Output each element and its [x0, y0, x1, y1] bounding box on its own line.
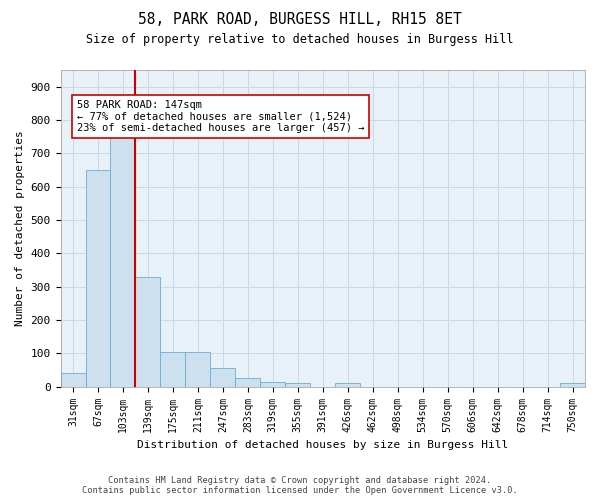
- Bar: [61, 374, 86, 386]
- X-axis label: Distribution of detached houses by size in Burgess Hill: Distribution of detached houses by size …: [137, 440, 508, 450]
- Text: Size of property relative to detached houses in Burgess Hill: Size of property relative to detached ho…: [86, 32, 514, 46]
- Bar: [286, 384, 310, 386]
- Bar: [86, 170, 110, 386]
- Text: Contains HM Land Registry data © Crown copyright and database right 2024.
Contai: Contains HM Land Registry data © Crown c…: [82, 476, 518, 495]
- Bar: [110, 134, 136, 386]
- Bar: [560, 384, 585, 386]
- Text: 58, PARK ROAD, BURGESS HILL, RH15 8ET: 58, PARK ROAD, BURGESS HILL, RH15 8ET: [138, 12, 462, 28]
- Bar: [211, 368, 235, 386]
- Bar: [136, 276, 160, 386]
- Bar: [235, 378, 260, 386]
- Bar: [185, 352, 211, 386]
- Bar: [335, 384, 360, 386]
- Bar: [260, 382, 286, 386]
- Y-axis label: Number of detached properties: Number of detached properties: [15, 130, 25, 326]
- Text: 58 PARK ROAD: 147sqm
← 77% of detached houses are smaller (1,524)
23% of semi-de: 58 PARK ROAD: 147sqm ← 77% of detached h…: [77, 100, 364, 133]
- Bar: [160, 352, 185, 386]
